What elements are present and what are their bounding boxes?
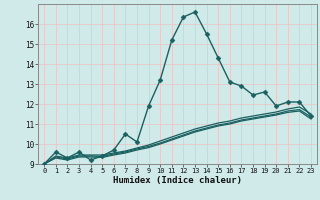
X-axis label: Humidex (Indice chaleur): Humidex (Indice chaleur): [113, 176, 242, 185]
